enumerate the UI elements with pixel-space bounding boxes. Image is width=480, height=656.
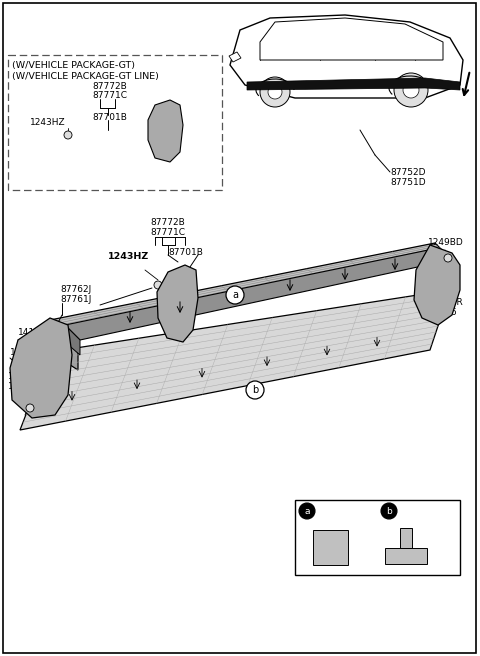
Polygon shape [313,530,348,565]
Polygon shape [50,320,78,370]
Text: 87771C: 87771C [150,228,185,237]
Polygon shape [65,325,80,355]
Polygon shape [50,243,450,338]
Text: 87762J: 87762J [60,285,91,294]
Polygon shape [20,290,450,430]
Text: 87772B: 87772B [92,82,127,91]
Circle shape [299,503,315,519]
Circle shape [268,85,282,99]
Text: 1125AD: 1125AD [8,372,44,381]
Text: 1249BD: 1249BD [428,238,464,247]
Text: 1416LK: 1416LK [18,328,52,337]
Text: 1243HZ: 1243HZ [30,118,66,127]
Text: (W/VEHICLE PACKAGE-GT LINE): (W/VEHICLE PACKAGE-GT LINE) [12,72,159,81]
Circle shape [246,381,264,399]
Text: 11281: 11281 [8,382,36,391]
Text: 1463AA: 1463AA [10,348,46,357]
Circle shape [381,503,397,519]
Text: b: b [252,385,258,395]
Text: b: b [386,506,392,516]
Circle shape [444,254,452,262]
Circle shape [403,82,419,98]
Circle shape [154,281,162,289]
Circle shape [26,404,34,412]
Polygon shape [385,548,427,564]
Text: a: a [232,290,238,300]
Polygon shape [230,15,463,98]
Circle shape [394,73,428,107]
Text: 87750: 87750 [402,506,435,516]
Polygon shape [10,318,72,418]
Polygon shape [65,248,450,340]
Text: 1243HZ: 1243HZ [108,252,149,261]
Polygon shape [148,100,183,162]
Text: 84116: 84116 [428,308,456,317]
Polygon shape [414,245,460,325]
Polygon shape [247,78,460,90]
Text: 84126R: 84126R [428,298,463,307]
Circle shape [226,286,244,304]
Text: 87786: 87786 [320,506,353,516]
Text: 87751D: 87751D [390,178,426,187]
Polygon shape [157,265,198,342]
Text: 87761J: 87761J [60,295,91,304]
Polygon shape [400,528,412,548]
Circle shape [260,77,290,107]
Text: 87772B: 87772B [150,218,185,227]
Text: 87701B: 87701B [168,248,203,257]
Text: (W/VEHICLE PACKAGE-GT): (W/VEHICLE PACKAGE-GT) [12,61,135,70]
Text: 87771C: 87771C [92,91,127,100]
Text: 87701B: 87701B [92,113,127,122]
Polygon shape [260,18,443,60]
Bar [8,55,222,190]
Circle shape [64,131,72,139]
Polygon shape [229,52,241,62]
Text: a: a [304,506,310,516]
Bar [295,500,460,575]
Text: 87752D: 87752D [390,168,425,177]
